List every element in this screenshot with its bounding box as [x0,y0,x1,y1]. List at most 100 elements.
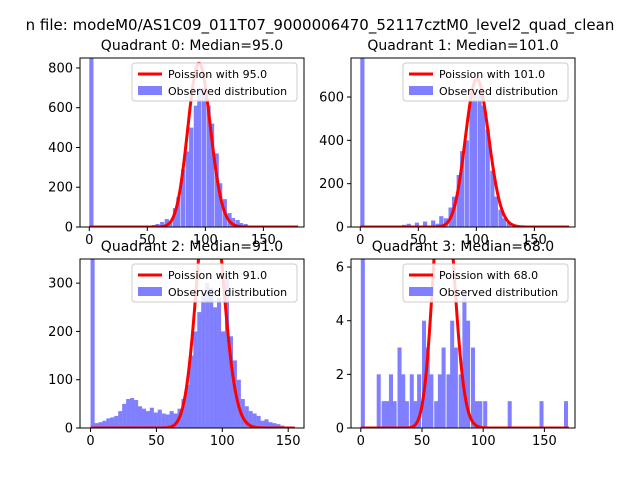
legend-hist-swatch [409,86,433,95]
histogram-bar [248,411,253,428]
legend: Poission with 91.0 Observed distribution [131,263,298,303]
histogram-bar [141,408,147,428]
histogram-bar [409,374,414,428]
panel-quadrant-2: Quadrant 2: Median=91.0 0 50 100 150 0 100 200 3… [48,239,305,449]
x-tick-label: 50 [139,233,156,248]
histogram-bar [201,292,206,428]
axes-frame [79,57,305,228]
histogram-bar [474,401,479,428]
histogram-bar [169,411,174,428]
histogram-bar [201,87,207,227]
histogram-bar [507,401,512,428]
x-tick-label: 0 [357,434,365,449]
histogram-bar [434,401,439,428]
y-tick-label: 200 [319,177,344,192]
histogram-bar [185,384,190,428]
legend: Poission with 68.0 Observed distribution [402,263,569,303]
histogram-bar [464,140,469,227]
histogram-bar [466,320,471,428]
histogram-bar [360,259,365,428]
y-tick-label: 600 [319,91,344,106]
histogram-bar [90,259,95,428]
histogram-bar [498,209,503,227]
histogram-bar [217,297,222,428]
histogram-bar [493,196,498,227]
histogram-bar [397,347,402,428]
panel-title: Quadrant 2: Median=91.0 [101,239,283,255]
histogram-bar [185,151,190,227]
histogram-bar [506,222,511,227]
histogram-bar [239,223,244,227]
histogram-bar [149,407,154,428]
histogram-bar [220,331,226,428]
x-tick-label: 150 [522,233,547,248]
histogram-bar [209,123,215,227]
histogram-bar [213,307,218,428]
legend-box [131,263,298,303]
histogram-bar [173,413,178,428]
x-tick-label: 150 [532,434,557,449]
histogram-bar [381,401,386,428]
histogram-bar [89,58,94,227]
x-tick-label: 50 [410,233,427,248]
panel-title: Quadrant 1: Median=101.0 [367,38,558,54]
histogram-bar [469,101,474,227]
histogram-bar [470,347,475,428]
histogram-bar [193,105,198,227]
legend-fit-label: Poission with 95.0 [168,68,267,81]
axes-frame [79,258,305,429]
histogram-bar [197,312,202,428]
histogram-bar [406,223,411,227]
histogram-bar [130,398,135,428]
poisson-fit-line [359,77,570,227]
legend-hist-swatch [409,287,433,296]
y-tick-label: 200 [48,325,73,340]
histogram-bar [260,420,265,428]
panels: Quadrant 0: Median=95.00 50 100 15002004006… [48,38,576,449]
histogram-bar [501,218,507,227]
histogram-bar [181,399,186,428]
panel-quadrant-0: Quadrant 0: Median=95.0 0 50 100 150 0 200 400 6… [48,38,305,248]
x-tick-label: 150 [276,434,301,449]
histogram-bar [276,424,281,428]
figure-title: n file: modeM0/AS1C09_011T07_9000006470_… [26,16,615,35]
histogram-bar [392,401,397,428]
y-tick-label: 0 [336,422,344,437]
histogram-bar [422,221,428,227]
y-tick-label: 600 [48,101,73,116]
y-tick-label: 2 [336,368,344,383]
histogram-bar [161,413,166,428]
histogram-bar [157,409,162,428]
legend-fit-label: Poission with 68.0 [439,269,538,282]
histogram-bar [460,151,465,227]
histogram-bar [106,418,111,428]
histogram-bar [453,347,458,428]
y-tick-label: 6 [336,261,344,276]
histogram-bar [126,399,131,428]
histogram-bar [244,406,249,428]
histogram-bar [189,355,194,428]
histogram-bar [563,401,569,428]
histogram-bar [425,347,430,428]
histogram-bar [272,423,277,428]
histogram-bar [472,94,478,227]
y-tick-label: 0 [65,422,73,437]
histogram-bar [224,278,230,428]
plot-area [360,259,570,428]
legend-box [131,62,298,102]
histogram-bar [137,406,143,428]
histogram-bar [189,127,194,227]
y-tick-label: 4 [336,314,344,329]
histogram-bar [456,175,461,227]
histogram-bar [102,420,107,428]
x-tick-label: 50 [414,434,431,449]
y-tick-label: 300 [48,277,73,292]
histogram-bar [134,399,139,428]
histogram-bar [462,293,467,428]
histogram-bar [118,411,123,428]
histogram-bar [539,401,544,428]
histogram-bar [450,320,455,428]
panel-quadrant-1: Quadrant 1: Median=101.0 0 50 100 150 0 200 400… [319,38,576,248]
histogram-bar [480,105,486,227]
legend-hist-label: Observed distribution [168,85,287,98]
